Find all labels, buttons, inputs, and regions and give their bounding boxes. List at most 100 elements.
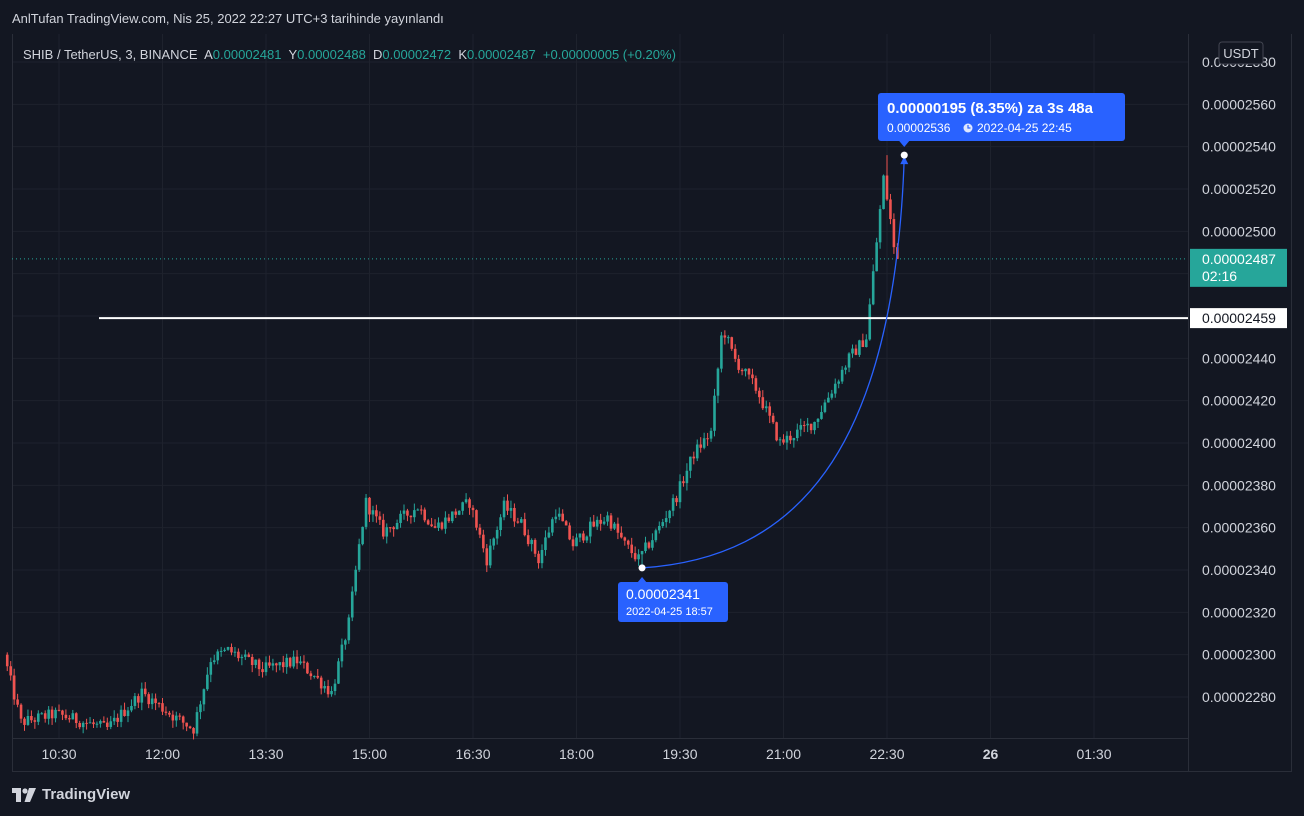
candle — [837, 381, 840, 384]
candle — [495, 530, 499, 539]
candle — [275, 663, 278, 666]
y-tick-label: 0.00002400 — [1202, 435, 1276, 451]
candle — [796, 429, 799, 439]
y-tick-label: 0.00002420 — [1202, 393, 1276, 409]
candle — [668, 510, 671, 519]
candle — [540, 549, 544, 564]
x-tick-label: 18:00 — [559, 746, 594, 762]
candle — [233, 651, 237, 653]
range-top-date: 2022-04-25 22:45 — [977, 121, 1072, 135]
range-curve[interactable] — [642, 157, 905, 569]
last-price-countdown: 02:16 — [1202, 268, 1237, 284]
candle — [357, 544, 361, 570]
x-tick-label: 26 — [983, 746, 999, 762]
candle — [306, 662, 309, 674]
candle — [609, 515, 613, 529]
candle — [851, 348, 854, 354]
candle — [378, 516, 382, 520]
candle — [254, 659, 257, 665]
candle — [689, 456, 692, 471]
candle — [385, 527, 389, 537]
candle — [313, 675, 316, 677]
candle — [630, 544, 633, 554]
candle — [568, 525, 571, 540]
candle — [854, 348, 858, 355]
candle — [737, 358, 740, 370]
candle — [188, 726, 192, 729]
candle — [806, 423, 809, 426]
candle — [658, 526, 661, 531]
candle — [761, 397, 765, 409]
candle — [713, 395, 716, 431]
candle — [526, 535, 530, 545]
candle — [199, 704, 202, 713]
candle — [61, 710, 64, 715]
x-tick-label: 21:00 — [766, 746, 801, 762]
candle — [26, 715, 30, 725]
candle — [444, 517, 447, 529]
candle — [354, 569, 357, 592]
candle — [16, 699, 19, 705]
candle — [468, 499, 471, 508]
tradingview-logo[interactable]: TradingView — [12, 786, 130, 803]
candle — [285, 657, 288, 668]
candle — [161, 703, 164, 712]
candle — [782, 439, 785, 443]
candle — [620, 532, 623, 538]
legend-symbol: SHIB / TetherUS, 3, BINANCE — [23, 47, 204, 62]
candle — [585, 536, 589, 541]
footer: TradingView — [0, 772, 1304, 816]
range-end-point[interactable] — [900, 151, 908, 159]
candle — [237, 651, 240, 659]
x-tick-label: 19:30 — [662, 746, 697, 762]
x-tick-label: 16:30 — [455, 746, 490, 762]
level-price-value: 0.00002459 — [1202, 310, 1276, 326]
candle — [368, 497, 371, 515]
candle — [164, 711, 168, 713]
candle — [478, 527, 482, 535]
candle — [482, 534, 485, 549]
candle — [537, 553, 540, 564]
candle — [447, 517, 451, 522]
candle — [340, 644, 344, 662]
candle — [764, 406, 768, 409]
candle — [23, 718, 26, 725]
candle — [723, 335, 727, 338]
candle — [488, 545, 492, 566]
y-tick-label: 0.00002280 — [1202, 689, 1276, 705]
clock-icon-hands — [967, 125, 971, 129]
candle — [326, 686, 330, 695]
candle — [323, 686, 326, 689]
candle — [833, 383, 837, 394]
currency-badge[interactable] — [1218, 41, 1264, 65]
candle — [582, 533, 585, 541]
candle — [506, 500, 509, 511]
candle — [382, 519, 385, 537]
candle — [178, 715, 182, 717]
candle — [875, 242, 878, 272]
legend-high-value: 0.00002488 — [297, 47, 373, 62]
candle — [651, 540, 654, 548]
candle — [844, 367, 847, 370]
candle — [133, 696, 137, 706]
candle — [678, 481, 682, 503]
candle — [675, 498, 678, 503]
candle — [533, 539, 537, 554]
candle — [330, 690, 333, 695]
x-tick-label: 12:00 — [145, 746, 180, 762]
candle — [192, 728, 195, 734]
y-tick-label: 0.00002500 — [1202, 223, 1276, 239]
candle — [740, 369, 744, 372]
candle — [544, 537, 547, 550]
range-start-point[interactable] — [638, 564, 646, 572]
candle — [813, 421, 816, 431]
candle — [109, 721, 113, 727]
candle — [419, 509, 423, 511]
candle — [212, 660, 216, 663]
y-tick-label: 0.00002440 — [1202, 350, 1276, 366]
candle — [744, 368, 747, 372]
candle — [137, 696, 140, 703]
candle — [520, 519, 523, 523]
candle — [616, 523, 620, 533]
